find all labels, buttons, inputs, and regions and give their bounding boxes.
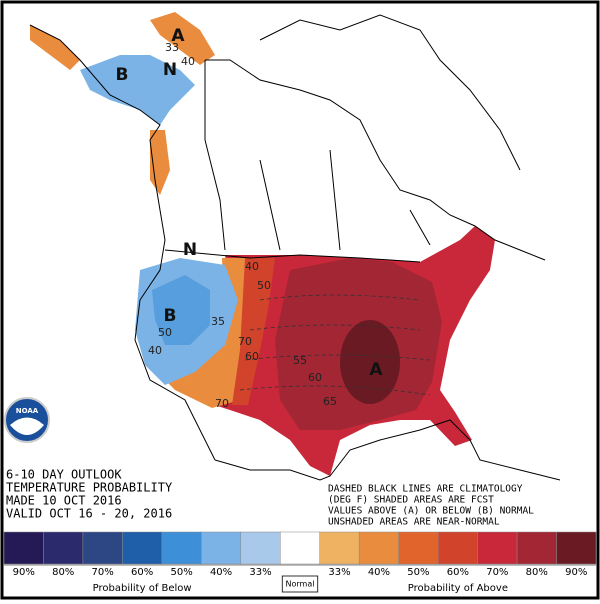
note-block: DASHED BLACK LINES ARE CLIMATOLOGY(DEG F… bbox=[326, 482, 594, 528]
legend-label: 70% bbox=[92, 567, 114, 578]
legend-swatch bbox=[358, 531, 399, 565]
legend-label: 80% bbox=[52, 567, 74, 578]
legend-swatch bbox=[319, 531, 360, 565]
map-label: 60 bbox=[308, 371, 322, 384]
legend-label: 90% bbox=[13, 567, 35, 578]
legend-swatch bbox=[240, 531, 281, 565]
normal-box bbox=[281, 575, 319, 593]
legend-swatch bbox=[477, 531, 518, 565]
noaa-logo-text: NOAA bbox=[16, 407, 39, 415]
legend-label: 40% bbox=[368, 567, 390, 578]
title-line: VALID OCT 16 - 20, 2016 bbox=[6, 507, 172, 521]
coastline bbox=[205, 59, 546, 261]
map-label: A bbox=[369, 360, 383, 380]
legend-swatch bbox=[556, 531, 597, 565]
note-line: VALUES ABOVE (A) OR BELOW (B) NORMAL bbox=[328, 506, 534, 517]
map-label: 50 bbox=[257, 279, 271, 292]
legend-label: 90% bbox=[565, 567, 587, 578]
legend-swatch bbox=[201, 531, 242, 565]
legend-swatch bbox=[82, 531, 123, 565]
legend-label: 60% bbox=[131, 567, 153, 578]
legend-swatch bbox=[516, 531, 557, 565]
map-label: 50 bbox=[158, 326, 172, 339]
coastline bbox=[259, 14, 521, 171]
legend-swatch bbox=[122, 531, 163, 565]
map-label: 40 bbox=[181, 55, 195, 68]
legend-label: 70% bbox=[486, 567, 508, 578]
legend-label: 33% bbox=[249, 567, 271, 578]
coastline bbox=[214, 419, 561, 481]
legend-swatch bbox=[161, 531, 202, 565]
shade-below bbox=[80, 55, 195, 125]
title-line: 6-10 DAY OUTLOOK bbox=[6, 468, 122, 482]
legend-label: 33% bbox=[328, 567, 350, 578]
map-label: N bbox=[183, 240, 197, 260]
map-label: 65 bbox=[323, 395, 337, 408]
map-label: 40 bbox=[245, 260, 259, 273]
map-label: B bbox=[116, 65, 129, 85]
legend-swatch bbox=[3, 531, 44, 565]
legend-swatch bbox=[280, 531, 320, 565]
title-line: TEMPERATURE PROBABILITY bbox=[6, 481, 173, 495]
map-label: N bbox=[163, 60, 177, 80]
shade-above bbox=[150, 12, 215, 65]
legend-label: 40% bbox=[210, 567, 232, 578]
title-line: MADE 10 OCT 2016 bbox=[6, 494, 122, 508]
map-label: 70 bbox=[238, 335, 252, 348]
map-label: 60 bbox=[245, 350, 259, 363]
note-line: UNSHADED AREAS ARE NEAR-NORMAL bbox=[328, 517, 500, 528]
shade-above bbox=[232, 258, 275, 405]
note-line: (DEG F) SHADED AREAS ARE FCST bbox=[328, 495, 494, 506]
note-line: DASHED BLACK LINES ARE CLIMATOLOGY bbox=[328, 484, 523, 495]
border bbox=[204, 60, 226, 251]
map-label: 55 bbox=[293, 354, 307, 367]
map-label: A bbox=[171, 26, 185, 46]
legend-label: 50% bbox=[407, 567, 429, 578]
map-label: B bbox=[164, 306, 177, 326]
map-label: 70 bbox=[215, 397, 229, 410]
legend-swatch bbox=[398, 531, 439, 565]
coastline bbox=[29, 24, 216, 461]
legend-swatch bbox=[43, 531, 84, 565]
map-label: 35 bbox=[211, 315, 225, 328]
map-label: 40 bbox=[148, 344, 162, 357]
map-label: 33 bbox=[165, 41, 179, 54]
border bbox=[259, 149, 431, 251]
note-background bbox=[326, 482, 594, 528]
legend-normal-label: Normal bbox=[286, 580, 315, 589]
legend-label: 80% bbox=[526, 567, 548, 578]
border bbox=[164, 249, 421, 263]
shade-above bbox=[30, 25, 80, 70]
noaa-logo-wave bbox=[10, 417, 44, 435]
legend: 90% 80% 70% 60% 50% 40% 33% Normal 33% 40% 50% 60% 7… bbox=[3, 531, 597, 594]
legend-label: 60% bbox=[447, 567, 469, 578]
legend-label: 50% bbox=[170, 567, 192, 578]
shade-below bbox=[152, 275, 210, 345]
legend-below-title: Probability of Below bbox=[93, 583, 192, 594]
shade-above bbox=[340, 320, 400, 404]
legend-above-title: Probability of Above bbox=[408, 583, 508, 594]
legend-swatch bbox=[437, 531, 478, 565]
